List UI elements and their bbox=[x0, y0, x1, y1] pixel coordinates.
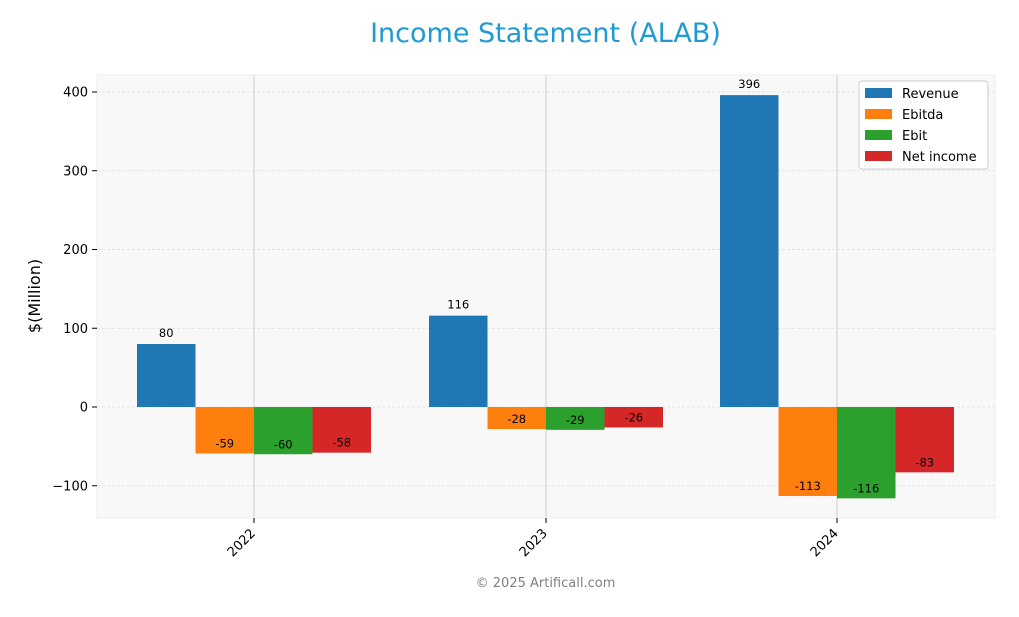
y-tick-label: 200 bbox=[63, 243, 88, 258]
data-label: -28 bbox=[507, 412, 526, 426]
data-label: -83 bbox=[915, 455, 934, 469]
data-labels: 80 -59 -60 -58 116 -28 -29 -26 396 -113 -116 -83 bbox=[159, 77, 934, 495]
data-label: -116 bbox=[853, 481, 879, 495]
data-label: 396 bbox=[738, 77, 760, 91]
bar-revenue-2024 bbox=[720, 95, 779, 408]
y-axis-label: $(Million) bbox=[25, 259, 44, 333]
x-tick-label: 2024 bbox=[808, 526, 842, 560]
legend: Revenue Ebitda Ebit Net income bbox=[858, 80, 989, 170]
data-label: -26 bbox=[624, 410, 643, 424]
bar-ebit-2024 bbox=[837, 407, 896, 499]
bar-revenue-2022 bbox=[137, 344, 196, 407]
bars bbox=[137, 95, 954, 499]
y-axis: −100 0 100 200 300 400 bbox=[52, 86, 97, 494]
bar-net-income-2022 bbox=[312, 407, 371, 453]
x-tick-label: 2023 bbox=[517, 526, 551, 560]
y-tick-label: 400 bbox=[63, 86, 88, 101]
legend-box bbox=[858, 80, 989, 170]
bar-ebitda-2023 bbox=[487, 407, 546, 430]
y-tick-label: −100 bbox=[52, 479, 88, 494]
bar-net-income-2023 bbox=[604, 407, 663, 428]
x-tick-label: 2022 bbox=[225, 526, 259, 560]
legend-swatch bbox=[865, 130, 892, 140]
bar-ebitda-2022 bbox=[195, 407, 254, 454]
data-label: -60 bbox=[274, 437, 293, 451]
bar-net-income-2024 bbox=[895, 407, 954, 473]
bar-ebitda-2024 bbox=[778, 407, 837, 496]
chart-title: Income Statement (ALAB) bbox=[370, 18, 721, 49]
copyright-footer: © 2025 Artificall.com bbox=[475, 576, 616, 591]
y-tick-label: 300 bbox=[63, 164, 88, 179]
bar-ebit-2023 bbox=[546, 407, 605, 430]
data-label: -29 bbox=[566, 413, 585, 427]
data-label: 80 bbox=[159, 326, 174, 340]
bar-revenue-2023 bbox=[429, 315, 488, 407]
legend-swatch bbox=[865, 109, 892, 119]
legend-swatch bbox=[865, 88, 892, 98]
bar-ebit-2022 bbox=[254, 407, 313, 455]
legend-label: Ebitda bbox=[902, 108, 943, 123]
legend-label: Revenue bbox=[902, 87, 959, 102]
y-tick-label: 100 bbox=[63, 322, 88, 337]
data-label: -59 bbox=[215, 436, 234, 450]
legend-label: Net income bbox=[902, 150, 977, 165]
data-label: -58 bbox=[332, 436, 351, 450]
x-axis: 2022 2023 2024 bbox=[225, 518, 842, 560]
data-label: -113 bbox=[795, 479, 821, 493]
y-tick-label: 0 bbox=[80, 401, 88, 416]
data-label: 116 bbox=[447, 298, 469, 312]
legend-label: Ebit bbox=[902, 129, 927, 144]
legend-swatch bbox=[865, 151, 892, 161]
